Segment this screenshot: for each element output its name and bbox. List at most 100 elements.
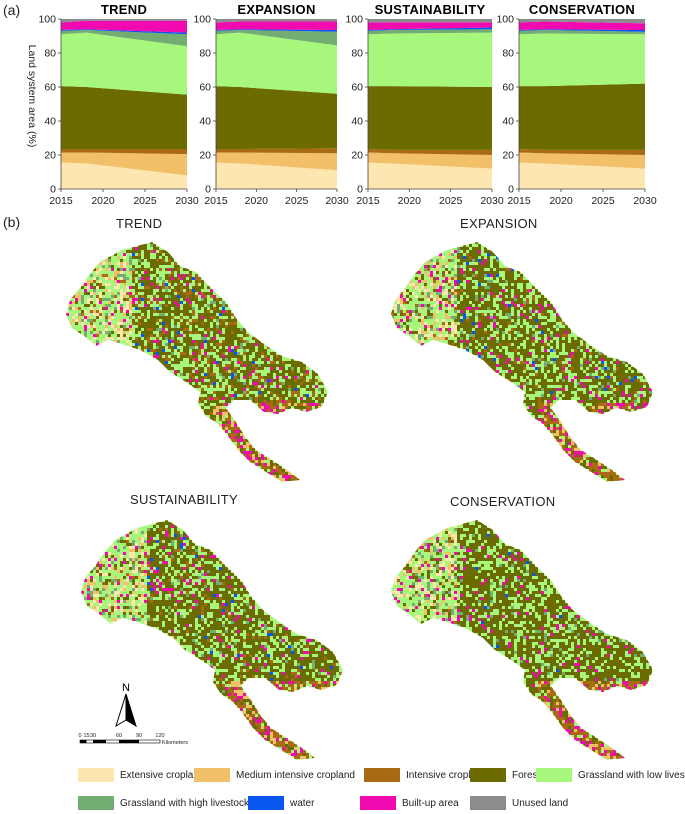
map-cell <box>538 400 541 403</box>
map-cell <box>228 594 231 597</box>
map-cell <box>108 319 111 322</box>
map-cell <box>306 406 309 409</box>
map-cell <box>493 271 496 274</box>
map-cell <box>523 331 526 334</box>
map-cell <box>195 295 198 298</box>
map-cell <box>189 295 192 298</box>
map-cell <box>195 385 198 388</box>
map-cell <box>520 388 523 391</box>
map-cell <box>117 325 120 328</box>
map-cell <box>132 588 135 591</box>
map-cell <box>529 319 532 322</box>
map-cell <box>424 304 427 307</box>
map-cell <box>544 415 547 418</box>
map-cell <box>141 289 144 292</box>
map-cell <box>180 292 183 295</box>
map-cell <box>538 346 541 349</box>
map-cell <box>484 262 487 265</box>
area-series-medium <box>61 152 187 176</box>
map-cell <box>228 316 231 319</box>
map-cell <box>222 427 225 430</box>
map-cell <box>204 298 207 301</box>
map-cell <box>430 271 433 274</box>
map-cell <box>436 325 439 328</box>
map-cell <box>550 370 553 373</box>
map-cell <box>484 331 487 334</box>
map-cell <box>547 406 550 409</box>
map-cell <box>165 573 168 576</box>
map-cell <box>222 594 225 597</box>
map-cell <box>487 358 490 361</box>
map-cell <box>219 298 222 301</box>
map-cell <box>252 337 255 340</box>
map-cell <box>192 373 195 376</box>
map-cell <box>111 316 114 319</box>
map-cell <box>177 567 180 570</box>
map-cell <box>499 322 502 325</box>
map-cell <box>192 367 195 370</box>
x-tick-label: 2015 <box>356 195 380 207</box>
map-cell <box>102 292 105 295</box>
map-cell <box>120 328 123 331</box>
map-cell <box>168 298 171 301</box>
map-cell <box>117 552 120 555</box>
map-cell <box>598 352 601 355</box>
map-cell <box>418 337 421 340</box>
map-cell <box>225 355 228 358</box>
map-cell <box>174 555 177 558</box>
map-cell <box>129 319 132 322</box>
map-cell <box>138 558 141 561</box>
map-cell <box>207 564 210 567</box>
map-cell <box>490 268 493 271</box>
area-series-grass_low <box>519 33 645 87</box>
map-cell <box>210 337 213 340</box>
map-cell <box>198 340 201 343</box>
map-cell <box>541 295 544 298</box>
map-cell <box>144 555 147 558</box>
map-cell <box>231 382 234 385</box>
map-cell <box>129 268 132 271</box>
map-cell <box>87 283 90 286</box>
map-cell <box>427 319 430 322</box>
map-cell <box>240 361 243 364</box>
map-cell <box>454 283 457 286</box>
map-cell <box>246 591 249 594</box>
map-cell <box>189 355 192 358</box>
map-cell <box>228 382 231 385</box>
map-cell <box>138 537 141 540</box>
map-cell <box>421 271 424 274</box>
map-cell <box>562 367 565 370</box>
map-cell <box>171 328 174 331</box>
map-cell <box>150 540 153 543</box>
map-cell <box>634 406 637 409</box>
map-cell <box>207 304 210 307</box>
map-cell <box>234 382 237 385</box>
map-cell <box>144 274 147 277</box>
map-cell <box>132 268 135 271</box>
map-cell <box>153 322 156 325</box>
map-cell <box>207 322 210 325</box>
map-cell <box>105 588 108 591</box>
map-cell <box>141 570 144 573</box>
map-cell <box>186 343 189 346</box>
map-cell <box>517 295 520 298</box>
map-cell <box>102 555 105 558</box>
map-cell <box>174 343 177 346</box>
map-cell <box>147 561 150 564</box>
map-cell <box>99 573 102 576</box>
map-cell <box>123 564 126 567</box>
map-cell <box>550 421 553 424</box>
map-cell <box>511 274 514 277</box>
map-cell <box>448 271 451 274</box>
map-cell <box>156 546 159 549</box>
map-cell <box>123 301 126 304</box>
map-cell <box>580 463 583 466</box>
map-cell <box>183 573 186 576</box>
map-cell <box>93 328 96 331</box>
map-cell <box>439 277 442 280</box>
map-cell <box>541 385 544 388</box>
map-cell <box>490 307 493 310</box>
map-cell <box>625 406 628 409</box>
map-cell <box>93 280 96 283</box>
map-cell <box>138 301 141 304</box>
